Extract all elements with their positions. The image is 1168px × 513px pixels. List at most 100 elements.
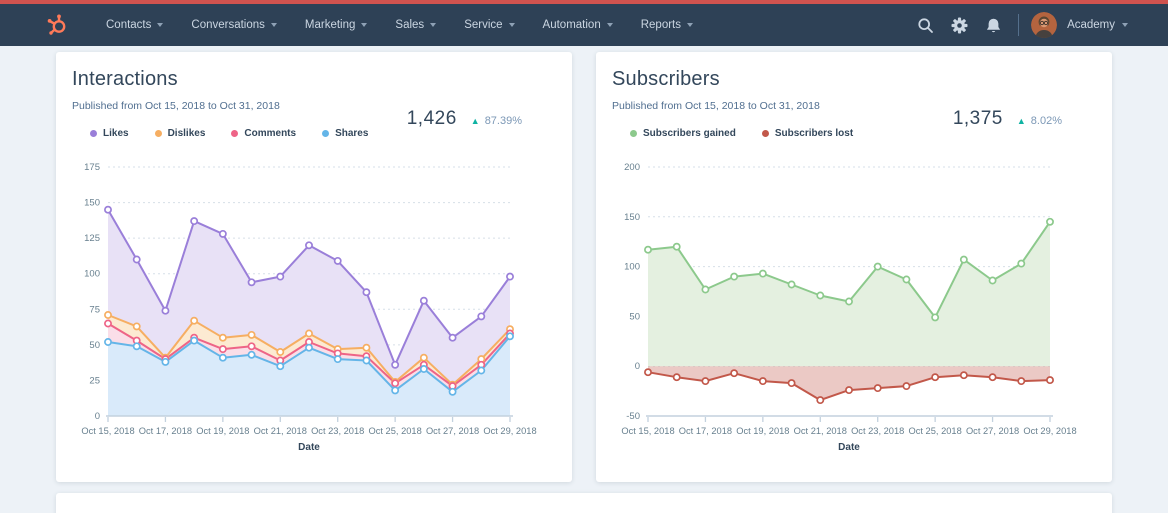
top-nav: Contacts Conversations Marketing Sales Servi… — [0, 0, 1168, 46]
legend-item-subscribers-lost[interactable]: Subscribers lost — [761, 127, 854, 139]
card-subtitle: Published from Oct 15, 2018 to Oct 31, 2… — [612, 100, 820, 112]
chevron-down-icon — [606, 23, 613, 27]
legend-dot-icon — [630, 129, 637, 137]
subscribers-area-chart-svg: -50 0 50 100 150 200 Oct 15, 2018 Oct 17, 2018 O… — [621, 162, 1076, 453]
svg-text:Oct 29, 2018: Oct 29, 2018 — [1023, 426, 1076, 436]
metric-summary: 1,375 ▲ 8.02% — [953, 108, 1062, 130]
card-title: Subscribers — [612, 68, 720, 90]
hubspot-sprocket-glyph — [47, 14, 66, 35]
total-value: 1,426 — [406, 108, 457, 129]
chevron-down-icon — [270, 23, 277, 27]
svg-text:Oct 19, 2018: Oct 19, 2018 — [196, 426, 249, 436]
legend-item-dislikes[interactable]: Dislikes — [154, 127, 206, 139]
svg-text:100: 100 — [84, 269, 100, 280]
legend-item-subscribers-gained[interactable]: Subscribers gained — [630, 128, 736, 139]
hubspot-sprocket-icon[interactable] — [46, 13, 70, 37]
chart-legend: Subscribers gained Subscribers lost — [630, 126, 1112, 140]
svg-text:125: 125 — [84, 233, 100, 244]
nav-item-label: Automation — [542, 19, 601, 31]
nav-item-automation[interactable]: Automation — [529, 4, 627, 46]
legend-label: Subscribers lost — [774, 127, 854, 139]
svg-text:50: 50 — [89, 340, 100, 351]
legend-dot-icon — [322, 129, 330, 137]
nav-item-service[interactable]: Service — [450, 4, 528, 46]
card-subtitle: Published from Oct 15, 2018 to Oct 31, 2… — [72, 100, 280, 112]
svg-text:Oct 17, 2018: Oct 17, 2018 — [679, 426, 732, 436]
legend-label: Subscribers gained — [643, 127, 736, 139]
delta-badge: ▲ 87.39% — [471, 115, 522, 127]
svg-text:Date: Date — [298, 442, 320, 453]
account-label: Academy — [1067, 19, 1115, 31]
svg-text:Oct 25, 2018: Oct 25, 2018 — [909, 426, 962, 436]
delta-percent: 87.39% — [484, 115, 522, 127]
cards-row: Interactions Published from Oct 15, 2018… — [56, 52, 1112, 482]
nav-left: Contacts Conversations Marketing Sales Servi… — [46, 4, 707, 46]
nav-divider — [1018, 14, 1020, 36]
svg-text:150: 150 — [84, 198, 100, 209]
svg-text:Oct 21, 2018: Oct 21, 2018 — [794, 426, 847, 436]
nav-item-sales[interactable]: Sales — [381, 4, 450, 46]
nav-item-label: Service — [464, 19, 503, 31]
svg-text:Oct 15, 2018: Oct 15, 2018 — [621, 426, 674, 436]
svg-text:Date: Date — [838, 442, 860, 453]
nav-item-label: Sales — [395, 19, 425, 31]
chevron-down-icon — [1122, 23, 1128, 27]
svg-text:Oct 27, 2018: Oct 27, 2018 — [426, 426, 479, 436]
svg-text:-50: -50 — [626, 411, 640, 422]
delta-up-icon: ▲ — [470, 116, 480, 126]
svg-text:Oct 23, 2018: Oct 23, 2018 — [851, 426, 904, 436]
svg-text:175: 175 — [84, 162, 100, 173]
subscribers-chart[interactable]: -50 0 50 100 150 200 Oct 15, 2018 Oct 17, 2018 O… — [596, 154, 1112, 464]
legend-label: Dislikes — [167, 127, 206, 139]
svg-text:0: 0 — [635, 361, 640, 372]
svg-text:25: 25 — [89, 375, 100, 386]
dashboard: Interactions Published from Oct 15, 2018… — [56, 46, 1112, 513]
nav-item-label: Contacts — [106, 19, 152, 31]
chart-legend: Likes Dislikes Comments Shares — [90, 126, 572, 140]
legend-dot-icon — [154, 129, 162, 137]
svg-text:150: 150 — [624, 212, 640, 223]
chevron-down-icon — [508, 23, 515, 27]
svg-text:0: 0 — [95, 411, 100, 422]
nav-item-contacts[interactable]: Contacts — [92, 4, 177, 46]
svg-text:Oct 21, 2018: Oct 21, 2018 — [254, 426, 307, 436]
legend-dot-icon — [761, 129, 769, 137]
legend-dot-icon — [90, 129, 97, 137]
legend-item-shares[interactable]: Shares — [322, 128, 368, 139]
nav-item-marketing[interactable]: Marketing — [291, 4, 382, 46]
svg-text:100: 100 — [624, 262, 640, 273]
svg-text:Oct 17, 2018: Oct 17, 2018 — [139, 426, 192, 436]
total-value: 1,375 — [952, 108, 1003, 129]
account-menu[interactable]: Academy — [1067, 19, 1128, 31]
legend-item-likes[interactable]: Likes — [90, 128, 129, 139]
svg-text:Oct 29, 2018: Oct 29, 2018 — [483, 426, 536, 436]
delta-badge: ▲ 8.02% — [1017, 115, 1062, 127]
user-avatar[interactable] — [1031, 12, 1058, 38]
legend-item-comments[interactable]: Comments — [231, 128, 296, 139]
chevron-down-icon — [361, 23, 368, 27]
chevron-down-icon — [430, 23, 437, 27]
nav-right: Academy — [908, 8, 1128, 42]
subscribers-card: Subscribers Published from Oct 15, 2018 … — [596, 52, 1112, 482]
delta-percent: 8.02% — [1030, 115, 1062, 127]
svg-text:Oct 15, 2018: Oct 15, 2018 — [81, 426, 134, 436]
chevron-down-icon — [687, 23, 694, 27]
interactions-area-chart-svg: 0 25 50 75 100 125 150 175 Oct 15, 2018 Oct 17, 2… — [81, 162, 536, 453]
svg-text:Oct 25, 2018: Oct 25, 2018 — [369, 426, 422, 436]
svg-text:Oct 19, 2018: Oct 19, 2018 — [736, 426, 789, 436]
card-title: Interactions — [72, 68, 178, 90]
nav-item-conversations[interactable]: Conversations — [177, 4, 291, 46]
chevron-down-icon — [157, 23, 164, 27]
interactions-chart[interactable]: 0 25 50 75 100 125 150 175 Oct 15, 2018 Oct 17, 2… — [56, 154, 572, 464]
legend-dot-icon — [231, 129, 239, 137]
interactions-card: Interactions Published from Oct 15, 2018… — [56, 52, 572, 482]
svg-text:Oct 27, 2018: Oct 27, 2018 — [966, 426, 1019, 436]
nav-item-reports[interactable]: Reports — [627, 4, 707, 46]
settings-gear-icon[interactable] — [942, 8, 976, 42]
notifications-bell-icon[interactable] — [976, 8, 1010, 42]
metric-summary: 1,426 ▲ 87.39% — [407, 108, 522, 130]
legend-label: Likes — [103, 127, 129, 139]
search-icon[interactable] — [908, 8, 942, 42]
svg-text:Oct 23, 2018: Oct 23, 2018 — [311, 426, 364, 436]
nav-item-label: Conversations — [191, 19, 265, 31]
